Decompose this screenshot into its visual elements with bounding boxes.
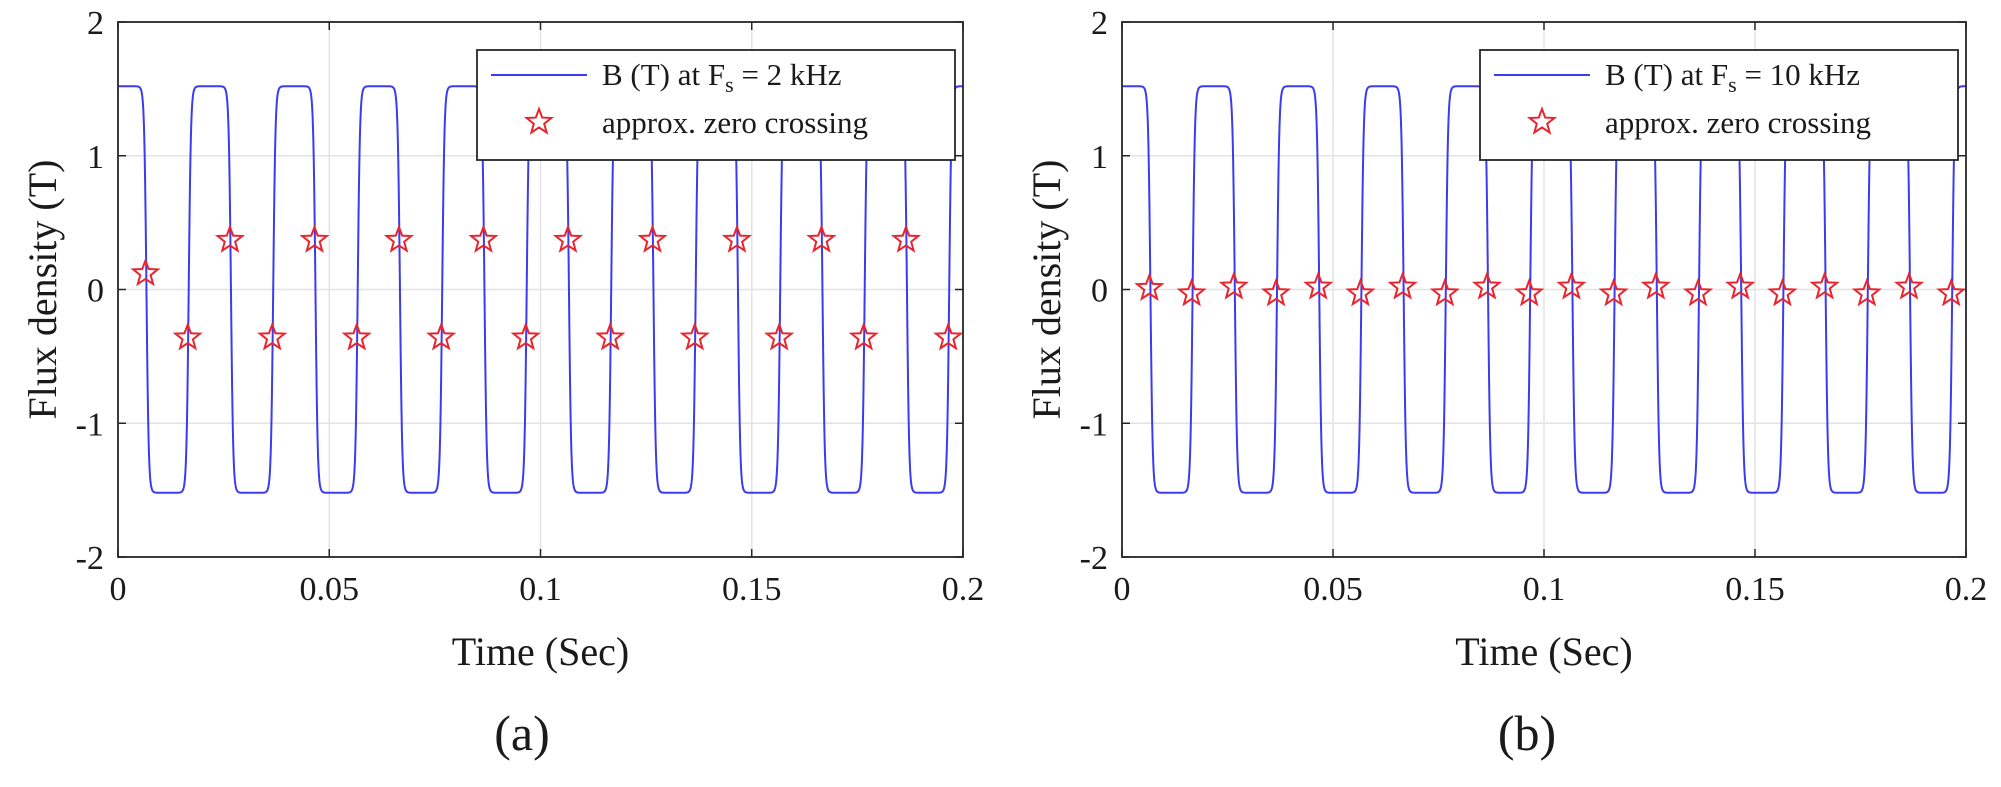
- zero-crossing-marker: [1767, 277, 1798, 307]
- panel-caption: (a): [494, 705, 550, 761]
- legend-label-marker: approx. zero crossing: [1605, 105, 1871, 140]
- zero-crossing-marker: [679, 321, 710, 351]
- panel-caption: (b): [1498, 705, 1556, 761]
- zero-crossing-marker: [1134, 272, 1165, 301]
- legend: B (T) at Fs = 10 kHz approx. zero crossin…: [1479, 49, 1959, 161]
- zero-crossing-marker: [1471, 270, 1503, 300]
- legend-box: [476, 49, 956, 161]
- legend-label-line: B (T) at Fs = 2 kHz: [602, 57, 842, 97]
- zero-crossing-marker: [214, 224, 246, 253]
- chart-panel-b: 0 0.05 0.1 0.15 0.2 2 1 0 -1 -2 B (T) at Fs = 10 k…: [1024, 5, 1987, 761]
- axes-frame: [117, 21, 964, 558]
- zero-crossing-marker: [806, 224, 837, 253]
- zero-crossing-marker: [933, 321, 964, 351]
- y-tick-label: -1: [1080, 406, 1108, 443]
- zero-crossing-marker: [1936, 277, 1967, 307]
- x-tick-label: 0.2: [942, 571, 985, 608]
- zero-crossing-marker: [1809, 270, 1840, 300]
- x-tick-label: 0.05: [300, 571, 360, 608]
- zero-crossing-marker: [1556, 270, 1587, 300]
- y-tick-label: 0: [87, 273, 104, 310]
- zero-crossing-marker: [426, 321, 457, 351]
- x-tick-label: 0.15: [722, 571, 782, 608]
- zero-crossing-marker: [1640, 270, 1671, 300]
- x-axis-label: Time (Sec): [1455, 629, 1632, 674]
- zero-crossing-marker: [1851, 277, 1882, 307]
- legend-marker-swatch: [523, 106, 555, 135]
- axes-frame: [1121, 21, 1967, 558]
- y-axis-label: Flux density (T): [1024, 160, 1069, 420]
- zero-crossing-marker: [1218, 270, 1249, 300]
- y-tick-label: 0: [1091, 273, 1108, 310]
- zero-crossing-marker: [637, 224, 668, 253]
- zero-crossing-marker: [1260, 277, 1292, 307]
- zero-crossing-marker: [130, 257, 161, 287]
- legend-box: [1479, 49, 1959, 161]
- y-tick-label: -2: [76, 540, 104, 577]
- legend-label-sub: s: [1728, 72, 1737, 97]
- y-axis-label: Flux density (T): [20, 160, 65, 420]
- zero-crossing-marker: [383, 224, 415, 253]
- x-tick-label: 0.1: [519, 571, 562, 608]
- x-tick-label: 0.2: [1945, 571, 1988, 608]
- zero-crossing-marker: [1598, 277, 1629, 307]
- zero-crossing-marker: [552, 224, 584, 253]
- zero-crossing-marker: [510, 321, 541, 351]
- zero-crossing-marker: [1429, 277, 1460, 307]
- legend-marker-swatch: [1526, 106, 1558, 135]
- zero-crossing-marker: [468, 224, 499, 253]
- x-tick-label: 0: [110, 571, 127, 608]
- x-axis-label: Time (Sec): [452, 629, 629, 674]
- zero-crossing-marker: [764, 321, 795, 351]
- zero-crossing-marker: [299, 224, 330, 253]
- zero-crossing-marker: [890, 224, 922, 253]
- y-tick-label: 1: [1091, 139, 1108, 176]
- zero-crossing-marker: [1387, 270, 1418, 300]
- zero-crossing-marker: [848, 321, 879, 351]
- legend-label-line: B (T) at Fs = 10 kHz: [1605, 57, 1860, 97]
- zero-crossing-marker: [257, 321, 288, 351]
- zero-crossing-marker: [172, 321, 203, 351]
- zero-crossing-marker: [1725, 270, 1756, 300]
- legend-label-marker: approx. zero crossing: [602, 105, 868, 140]
- x-tick-label: 0.15: [1725, 571, 1785, 608]
- x-tick-label: 0.05: [1303, 571, 1363, 608]
- x-tick-label: 0.1: [1523, 571, 1566, 608]
- zero-crossing-marker: [1893, 270, 1925, 300]
- legend-label-tail: = 10 kHz: [1737, 57, 1860, 92]
- zero-crossing-marker: [1514, 277, 1545, 307]
- zero-crossing-marker: [595, 321, 626, 351]
- zero-crossing-marker: [1303, 270, 1334, 300]
- y-tick-label: 2: [87, 5, 104, 42]
- y-tick-label: 2: [1091, 5, 1108, 42]
- x-tick-label: 0: [1114, 571, 1131, 608]
- legend: B (T) at Fs = 2 kHz approx. zero crossing: [476, 49, 956, 161]
- zero-crossing-marker: [1682, 277, 1714, 307]
- legend-label-tail: = 2 kHz: [734, 57, 842, 92]
- zero-crossing-marker: [341, 321, 372, 351]
- y-tick-label: -1: [76, 406, 104, 443]
- zero-crossing-marker: [1176, 277, 1207, 307]
- zero-crossing-marker: [1345, 277, 1376, 307]
- chart-panel-a: 0 0.05 0.1 0.15 0.2 2 1 0 -1 -2 B (T) at Fs = 2 kH…: [20, 5, 984, 761]
- legend-label-main: B (T) at F: [1605, 57, 1728, 92]
- y-tick-label: -2: [1080, 540, 1108, 577]
- zero-crossing-marker: [721, 224, 753, 253]
- y-tick-label: 1: [87, 139, 104, 176]
- legend-label-main: B (T) at F: [602, 57, 725, 92]
- legend-label-sub: s: [725, 72, 734, 97]
